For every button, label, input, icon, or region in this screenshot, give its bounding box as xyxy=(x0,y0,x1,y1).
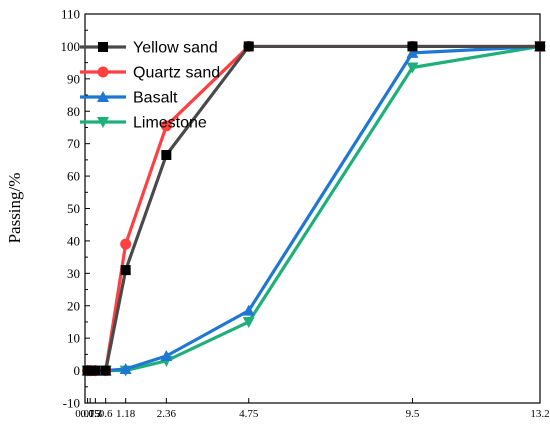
y-tick-label: 80 xyxy=(67,104,80,119)
data-point-yellow-sand xyxy=(243,41,254,52)
legend: Yellow sand Quartz sand Basalt Limestone xyxy=(80,40,220,132)
series-layer xyxy=(81,40,546,377)
y-tick-label: 20 xyxy=(67,298,80,313)
y-tick-label: 10 xyxy=(67,331,80,346)
legend-item-limestone: Limestone xyxy=(80,115,207,132)
data-point-basalt xyxy=(242,304,255,316)
y-tick-label: 30 xyxy=(67,266,80,281)
data-point-basalt xyxy=(406,46,419,58)
legend-label-basalt: Basalt xyxy=(133,90,178,107)
data-point-limestone xyxy=(242,316,255,328)
y-tick-label: -10 xyxy=(63,396,80,411)
y-tick-label: 40 xyxy=(67,233,80,248)
data-point-basalt xyxy=(119,362,132,374)
legend-marker xyxy=(97,66,109,78)
x-tick-label: 2.36 xyxy=(157,408,177,420)
y-tick-label: 100 xyxy=(61,39,81,54)
x-tick-label: 0.3 xyxy=(88,408,102,420)
y-axis-label: Passing/% xyxy=(5,173,24,244)
legend-label-quartz-sand: Quartz sand xyxy=(133,65,220,82)
legend-item-yellow-sand: Yellow sand xyxy=(80,40,218,57)
x-tick-label: 0.6 xyxy=(99,408,113,420)
data-point-yellow-sand xyxy=(100,365,111,376)
x-tick-label: 9.5 xyxy=(406,408,420,420)
legend-marker xyxy=(97,91,109,102)
legend-item-quartz-sand: Quartz sand xyxy=(80,65,220,82)
data-point-yellow-sand xyxy=(120,265,131,276)
y-axis: -10 0 10 20 30 40 50 60 70 80 90 100 110 xyxy=(61,7,90,411)
y-tick-label: 110 xyxy=(61,7,80,22)
y-tick-label: 50 xyxy=(67,201,80,216)
y-tick-label: 0 xyxy=(74,363,81,378)
data-point-yellow-sand xyxy=(161,150,172,161)
legend-item-basalt: Basalt xyxy=(80,90,178,107)
data-point-quartz-sand xyxy=(120,238,132,250)
data-point-yellow-sand xyxy=(85,365,96,376)
y-tick-label: 70 xyxy=(67,136,80,151)
x-tick-label: 0.075 xyxy=(75,408,100,420)
series-yellow-sand xyxy=(82,41,545,376)
legend-marker xyxy=(97,117,109,128)
data-point-quartz-sand xyxy=(160,120,172,132)
data-point-basalt xyxy=(160,349,173,361)
legend-label-limestone: Limestone xyxy=(133,115,207,132)
x-tick-label: 1.18 xyxy=(116,408,136,420)
y-tick-label: 60 xyxy=(67,169,80,184)
y-tick-label: 90 xyxy=(67,71,80,86)
data-point-limestone xyxy=(406,62,419,74)
x-tick-label: 4.75 xyxy=(239,408,259,420)
x-tick-label: 0.15 xyxy=(81,408,101,420)
legend-label-yellow-sand: Yellow sand xyxy=(133,40,218,57)
data-point-yellow-sand xyxy=(535,41,545,52)
data-point-yellow-sand xyxy=(90,365,101,376)
legend-marker xyxy=(98,42,108,52)
data-point-yellow-sand xyxy=(407,41,418,52)
x-tick-label: 13.2 xyxy=(530,408,549,420)
